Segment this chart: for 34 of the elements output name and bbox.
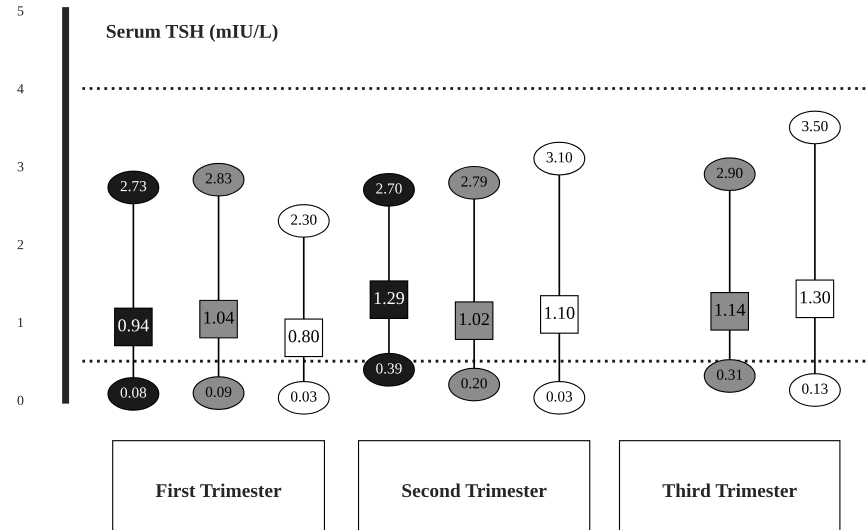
y-tick-label: 5 — [18, 6, 24, 16]
annotation: 2.30 — [291, 214, 317, 225]
annotation: 0.20 — [461, 378, 487, 388]
y-tick-label: 2 — [18, 240, 24, 250]
x-tick-label: Second Trimester — [402, 483, 547, 498]
annotation: 3.50 — [802, 120, 828, 132]
annotation: 2.70 — [376, 183, 402, 194]
annotation: 0.03 — [290, 391, 317, 402]
data-label: 1.30 — [800, 291, 830, 304]
y-tick-label: 3 — [18, 162, 24, 172]
data-label: 1.14 — [715, 304, 746, 316]
text: Serum TSH (mIU/L) — [106, 24, 278, 42]
annotation: 2.79 — [461, 176, 487, 187]
data-label: 1.10 — [545, 306, 574, 320]
annotation: 0.03 — [546, 391, 572, 402]
y-tick-label: 1 — [18, 318, 24, 328]
annotation: 2.83 — [206, 173, 232, 184]
annotation: 2.90 — [717, 168, 742, 178]
y-tick-label: 4 — [17, 84, 24, 94]
data-label: 0.80 — [288, 330, 319, 342]
annotation: 0.08 — [120, 387, 146, 398]
annotation: 3.10 — [546, 152, 572, 163]
data-label: 1.29 — [374, 292, 404, 304]
data-label: 1.02 — [460, 313, 489, 326]
annotation: 0.13 — [802, 384, 828, 394]
annotation: 0.31 — [716, 370, 742, 380]
annotation: 2.73 — [120, 181, 146, 192]
y-tick-label: 0 — [18, 396, 24, 406]
data-label: 0.94 — [118, 319, 149, 332]
x-tick-label: Third Trimester — [662, 483, 797, 498]
annotation: 0.39 — [376, 363, 402, 374]
data-label: 1.04 — [204, 311, 234, 324]
x-tick-label: First Trimester — [156, 483, 282, 498]
annotation: 0.09 — [206, 386, 232, 398]
